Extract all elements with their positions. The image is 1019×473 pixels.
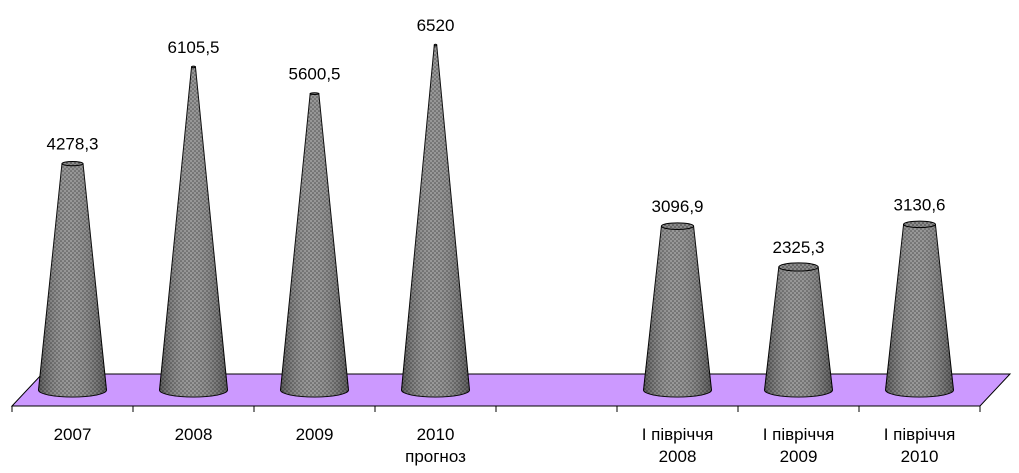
- x-tick-label: 2010: [417, 425, 455, 444]
- cone-shading: [885, 224, 954, 397]
- cone-shading: [401, 45, 470, 397]
- x-tick-label: 2008: [659, 447, 697, 466]
- cone-shading: [643, 226, 712, 397]
- data-labels: 4278,3 6105,5 5600,5 6520 3096,9 2325,3 3130,6: [47, 16, 946, 257]
- cone-shading: [280, 93, 349, 397]
- data-label: 2325,3: [773, 238, 825, 257]
- cone-series: [37, 43, 955, 398]
- cone-top: [778, 262, 819, 272]
- cone-bar: [400, 43, 471, 398]
- data-label: 6105,5: [168, 38, 220, 57]
- cone-top: [903, 220, 936, 229]
- cone-bar: [763, 262, 834, 398]
- cone-top: [660, 222, 695, 230]
- x-tick-label: 2010: [901, 447, 939, 466]
- x-tick-label: 2009: [780, 447, 818, 466]
- data-label: 4278,3: [47, 135, 99, 154]
- data-label: 3130,6: [894, 195, 946, 214]
- cone-shading: [159, 66, 228, 398]
- cone-bar: [158, 65, 229, 398]
- cone-top: [433, 43, 438, 47]
- x-tick-label: прогноз: [405, 447, 466, 466]
- x-tick-label: І півріччя: [642, 425, 714, 444]
- x-tick-label: 2007: [54, 425, 92, 444]
- cone-top: [61, 160, 84, 167]
- data-label: 5600,5: [289, 65, 341, 84]
- cone-top: [191, 65, 196, 69]
- cone-bar: [642, 222, 713, 398]
- cone-top: [309, 92, 320, 96]
- x-tick-label: 2008: [175, 425, 213, 444]
- x-axis-tick-labels: 2007 2008 2009 2010 прогноз І півріччя 2008 І п…: [54, 425, 956, 466]
- data-label: 6520: [417, 16, 455, 35]
- x-tick-label: І півріччя: [884, 425, 956, 444]
- x-tick-label: 2009: [296, 425, 334, 444]
- cone-bar: [884, 220, 955, 398]
- cone-bar: [279, 92, 350, 398]
- data-label: 3096,9: [652, 197, 704, 216]
- cone-shading: [764, 266, 833, 397]
- cone-shading: [38, 163, 107, 397]
- cone-bar: [37, 160, 108, 398]
- x-axis-ticks: [11, 406, 981, 412]
- x-tick-label: І півріччя: [763, 425, 835, 444]
